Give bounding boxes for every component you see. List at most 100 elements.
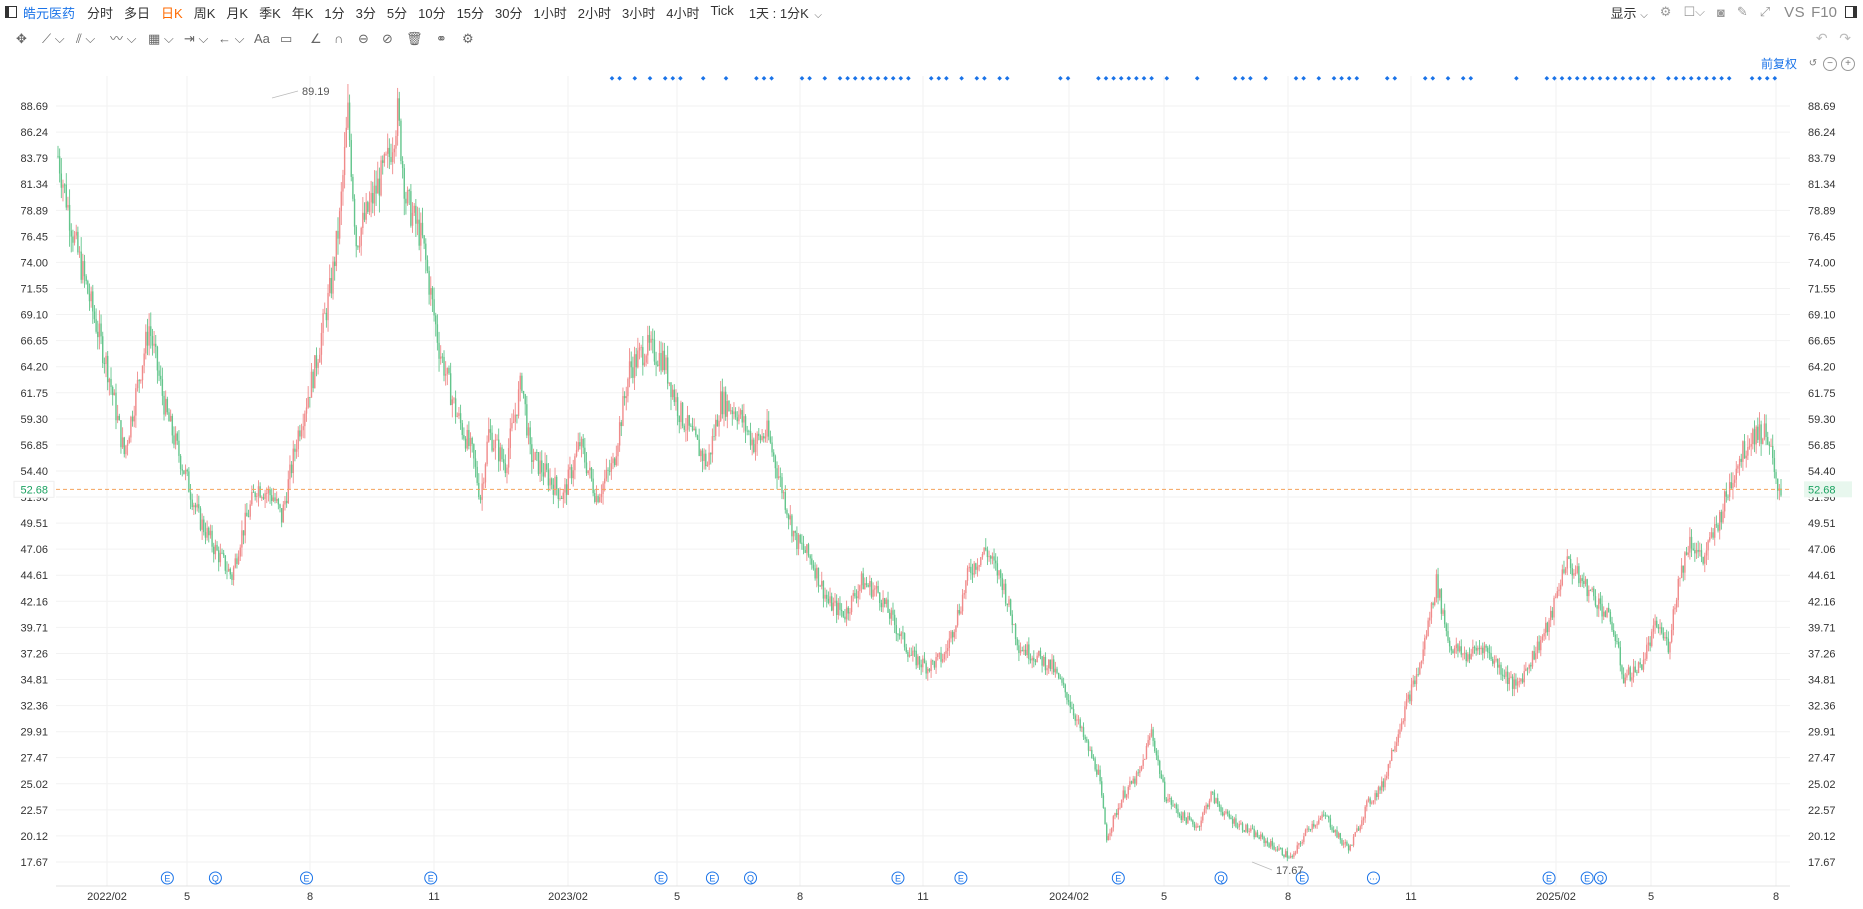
- period-tab[interactable]: 多日: [124, 5, 151, 21]
- candle-body: [1187, 815, 1189, 824]
- event-marker[interactable]: Q: [1593, 871, 1607, 885]
- period-tab[interactable]: 30分: [495, 5, 523, 21]
- period-tab[interactable]: 年K: [291, 5, 314, 21]
- undo-redo[interactable]: ↶ ↷: [1815, 30, 1851, 46]
- candle-body: [1271, 840, 1274, 846]
- left-panel-toggle-icon[interactable]: [5, 6, 17, 18]
- event-marker[interactable]: E: [1542, 871, 1556, 885]
- measure-tool-icon[interactable]: ⇥ ⌵: [184, 31, 209, 46]
- candle-body: [835, 600, 838, 616]
- hide-drawing-icon[interactable]: ⊘: [382, 31, 393, 46]
- candle-body: [1578, 566, 1580, 584]
- candle-body: [497, 439, 500, 462]
- magnet-icon[interactable]: ∩: [334, 31, 344, 46]
- candle-body: [1780, 488, 1782, 496]
- period-tab[interactable]: 1分: [324, 5, 345, 21]
- signal-dot: [799, 76, 805, 81]
- settings-icon[interactable]: ⚙: [1659, 4, 1672, 19]
- candle-body: [292, 448, 294, 474]
- candle-body: [1180, 815, 1182, 820]
- candle-body: [221, 552, 223, 554]
- line-tool-icon[interactable]: ⟋ ⌵: [42, 31, 65, 46]
- compare-icon[interactable]: ⚭: [436, 31, 447, 46]
- candle-body: [1584, 579, 1587, 584]
- period-tab[interactable]: 1小时: [533, 5, 567, 21]
- event-marker[interactable]: E: [424, 871, 438, 885]
- vs-button[interactable]: VS: [1784, 3, 1806, 21]
- candle-body: [1208, 800, 1211, 807]
- candle-body: [758, 433, 760, 436]
- zoom-out-icon[interactable]: −: [1823, 56, 1837, 71]
- layout-icon[interactable]: ☐⌵: [1683, 4, 1705, 19]
- candle-body: [1046, 668, 1048, 671]
- lock-drawing-icon[interactable]: ⊖: [358, 31, 369, 46]
- fullscreen-icon[interactable]: ⤢: [1759, 4, 1771, 19]
- stock-name[interactable]: 皓元医药: [23, 5, 76, 21]
- event-marker[interactable]: E: [160, 871, 174, 885]
- period-tab[interactable]: 15分: [456, 5, 485, 21]
- event-marker[interactable]: E: [705, 871, 719, 885]
- event-marker[interactable]: E: [654, 871, 668, 885]
- right-panel-toggle-icon[interactable]: [1845, 6, 1857, 18]
- candle-body: [1349, 845, 1351, 851]
- candle-body: [232, 567, 235, 581]
- move-icon[interactable]: ✥: [16, 31, 27, 46]
- signal-dot: [890, 76, 896, 81]
- reset-zoom-icon[interactable]: ↺: [1808, 57, 1818, 69]
- event-marker[interactable]: E: [954, 871, 968, 885]
- candle-body: [451, 399, 454, 405]
- candle-body: [347, 102, 349, 128]
- event-marker[interactable]: E: [1295, 871, 1309, 885]
- candle-body: [1147, 740, 1149, 747]
- candle-body: [1467, 654, 1469, 662]
- candle-body: [647, 334, 649, 356]
- event-marker[interactable]: ···: [1366, 871, 1380, 885]
- event-marker[interactable]: Q: [1214, 871, 1228, 885]
- period-tab[interactable]: 4小时: [666, 5, 700, 21]
- event-marker[interactable]: E: [300, 871, 314, 885]
- zoom-in-icon[interactable]: +: [1841, 56, 1855, 71]
- wave-tool-icon[interactable]: 〰 ⌵: [110, 31, 137, 46]
- channel-tool-icon[interactable]: ⫽ ⌵: [76, 31, 96, 46]
- candle-body: [332, 261, 334, 294]
- chart-annotations: 52.68 52.68 89.19 17.67: [13, 86, 1852, 877]
- event-marker[interactable]: Q: [208, 871, 222, 885]
- angle-tool-icon[interactable]: ∠: [310, 31, 322, 46]
- price-adjust-toggle[interactable]: 前复权: [1760, 57, 1797, 71]
- period-tab[interactable]: 3小时: [621, 5, 656, 21]
- event-marker[interactable]: Q: [744, 871, 758, 885]
- period-tab[interactable]: 3分: [355, 5, 376, 21]
- candle-body: [1149, 736, 1151, 741]
- period-tab[interactable]: 季K: [259, 5, 281, 21]
- candle-body: [789, 515, 791, 520]
- period-tab[interactable]: 5分: [386, 5, 408, 21]
- period-tab[interactable]: 10分: [418, 5, 446, 21]
- drawing-settings-icon[interactable]: ⚙: [462, 31, 474, 46]
- period-tab[interactable]: 日K: [161, 5, 183, 21]
- camera-icon[interactable]: ◙: [1716, 4, 1725, 20]
- candle-body: [1119, 807, 1121, 809]
- event-marker[interactable]: E: [1111, 871, 1125, 885]
- event-marker[interactable]: E: [1580, 871, 1594, 885]
- period-tab[interactable]: 月K: [226, 5, 249, 21]
- signal-dot: [997, 76, 1002, 81]
- event-marker[interactable]: E: [891, 871, 905, 885]
- arrow-tool-icon[interactable]: ← ⌵: [218, 31, 245, 46]
- pen-icon[interactable]: ✎: [1736, 4, 1748, 19]
- period-tab[interactable]: 周K: [193, 5, 216, 21]
- text-tool-icon[interactable]: Aa: [254, 31, 270, 46]
- candle-body: [1699, 550, 1701, 552]
- candle-body: [431, 288, 434, 300]
- trash-icon[interactable]: 🗑: [406, 31, 423, 46]
- comment-tool-icon[interactable]: ▭: [280, 31, 293, 46]
- fib-tool-icon[interactable]: ▦ ⌵: [148, 31, 174, 46]
- multi-period-select[interactable]: 1天 : 1分K ⌵: [749, 3, 822, 22]
- period-tab[interactable]: 2小时: [577, 5, 611, 21]
- period-tab[interactable]: Tick: [710, 2, 734, 18]
- event-marker-letter: ···: [1369, 874, 1378, 884]
- period-tab[interactable]: 分时: [87, 5, 114, 21]
- candle-body: [1737, 465, 1739, 469]
- f10-button[interactable]: F10: [1811, 3, 1837, 21]
- display-menu[interactable]: 显示 ⌵: [1611, 3, 1648, 22]
